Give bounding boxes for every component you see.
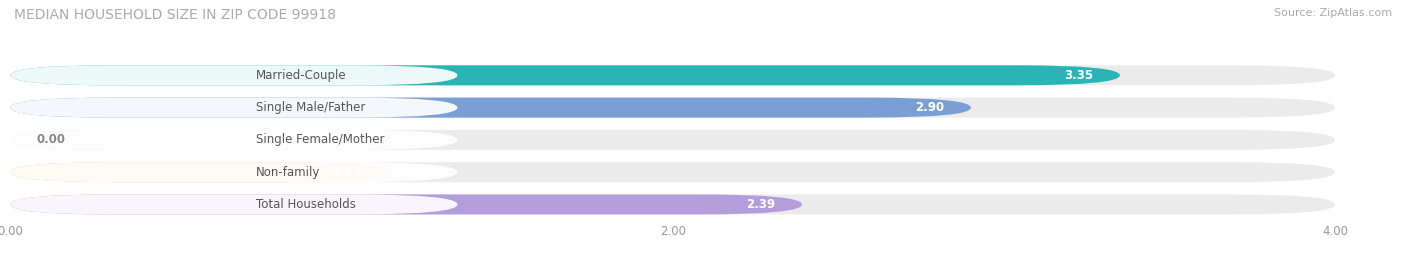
FancyBboxPatch shape xyxy=(10,98,972,118)
Text: 2.39: 2.39 xyxy=(747,198,776,211)
FancyBboxPatch shape xyxy=(10,98,1336,118)
Text: Non-family: Non-family xyxy=(256,166,321,179)
FancyBboxPatch shape xyxy=(10,162,388,182)
FancyBboxPatch shape xyxy=(10,194,801,214)
FancyBboxPatch shape xyxy=(10,130,457,150)
FancyBboxPatch shape xyxy=(10,162,457,182)
FancyBboxPatch shape xyxy=(10,194,457,214)
FancyBboxPatch shape xyxy=(10,65,1121,85)
Text: Source: ZipAtlas.com: Source: ZipAtlas.com xyxy=(1274,8,1392,18)
Text: MEDIAN HOUSEHOLD SIZE IN ZIP CODE 99918: MEDIAN HOUSEHOLD SIZE IN ZIP CODE 99918 xyxy=(14,8,336,22)
Text: Single Female/Mother: Single Female/Mother xyxy=(256,133,385,146)
FancyBboxPatch shape xyxy=(10,162,1336,182)
Text: 1.14: 1.14 xyxy=(332,166,361,179)
FancyBboxPatch shape xyxy=(10,65,1336,85)
FancyBboxPatch shape xyxy=(10,98,457,118)
Text: Total Households: Total Households xyxy=(256,198,356,211)
FancyBboxPatch shape xyxy=(10,130,1336,150)
Text: 0.00: 0.00 xyxy=(37,133,66,146)
Text: 2.90: 2.90 xyxy=(915,101,945,114)
Text: Single Male/Father: Single Male/Father xyxy=(256,101,366,114)
Text: 3.35: 3.35 xyxy=(1064,69,1094,82)
Text: Married-Couple: Married-Couple xyxy=(256,69,347,82)
FancyBboxPatch shape xyxy=(10,194,1336,214)
FancyBboxPatch shape xyxy=(10,65,457,85)
